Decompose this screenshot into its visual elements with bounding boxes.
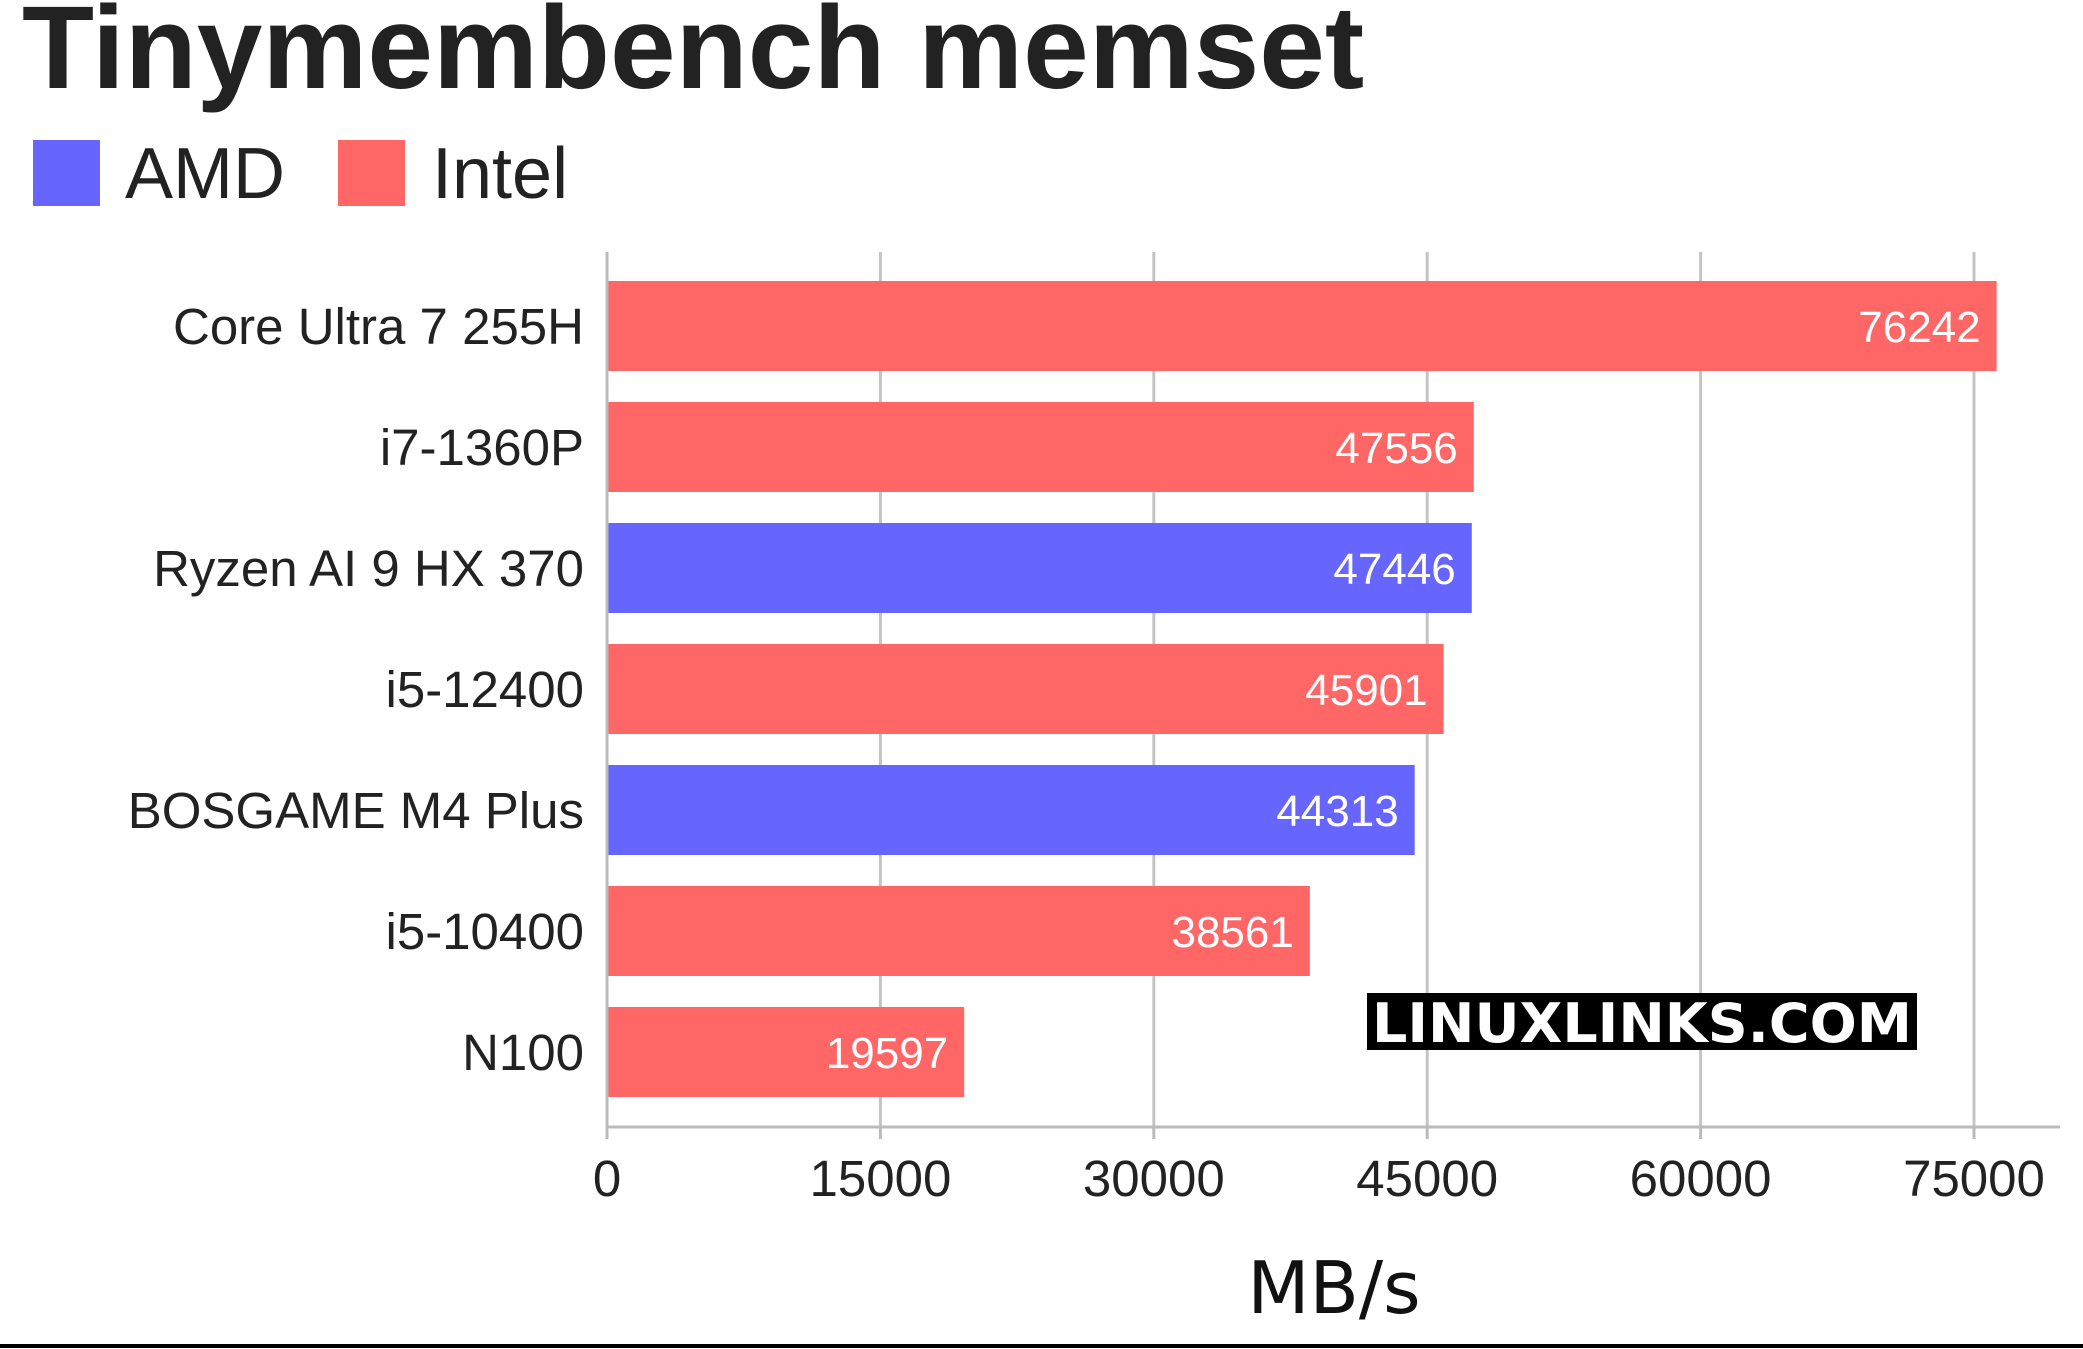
legend-label-amd: AMD — [125, 134, 285, 214]
bar — [607, 1007, 965, 1097]
watermark-background — [1367, 993, 1917, 1050]
legend: AMD Intel — [33, 134, 568, 214]
bar — [607, 765, 1415, 855]
bar-value-label: 19597 — [826, 1029, 948, 1078]
x-tick-labels: 0 15000 30000 45000 60000 75000 — [593, 1127, 2045, 1207]
legend-label-intel: Intel — [432, 134, 568, 214]
watermark-text: LINUXLINKS.COM — [1372, 992, 1912, 1055]
category-label: i7-1360P — [380, 419, 584, 476]
bar — [607, 886, 1310, 976]
category-label: i5-12400 — [386, 661, 585, 718]
x-axis-label: MB/s — [1247, 1246, 1420, 1330]
bar — [607, 523, 1472, 613]
bar-value-label: 47556 — [1335, 424, 1457, 473]
bar — [607, 644, 1444, 734]
x-tick-label: 0 — [593, 1150, 621, 1207]
category-label: i5-10400 — [386, 903, 585, 960]
legend-swatch-amd — [33, 140, 100, 206]
x-tick-label: 60000 — [1630, 1150, 1772, 1207]
bar-value-label: 76242 — [1858, 303, 1980, 352]
bar — [607, 402, 1474, 492]
bar-value-label: 38561 — [1171, 908, 1293, 957]
legend-swatch-intel — [338, 140, 405, 206]
x-tick-label: 45000 — [1356, 1150, 1498, 1207]
x-tick-label: 75000 — [1903, 1150, 2045, 1207]
bar — [607, 281, 1997, 371]
category-label: Core Ultra 7 255H — [173, 298, 584, 355]
x-tick-label: 30000 — [1083, 1150, 1225, 1207]
bar-value-label: 44313 — [1276, 787, 1398, 836]
x-tick-label: 15000 — [809, 1150, 951, 1207]
watermark: LINUXLINKS.COM — [1367, 992, 1917, 1055]
category-labels: Core Ultra 7 255H i7-1360P Ryzen AI 9 HX 3… — [128, 298, 584, 1081]
category-label: Ryzen AI 9 HX 370 — [153, 540, 584, 597]
category-label: BOSGAME M4 Plus — [128, 782, 584, 839]
bars: 76242 47556 47446 45901 44313 38561 19597 — [607, 281, 1997, 1097]
chart-title: Tinymembench memset — [22, 0, 1364, 114]
bar-value-label: 47446 — [1333, 545, 1455, 594]
category-label: N100 — [462, 1024, 584, 1081]
bar-value-label: 45901 — [1305, 666, 1427, 715]
